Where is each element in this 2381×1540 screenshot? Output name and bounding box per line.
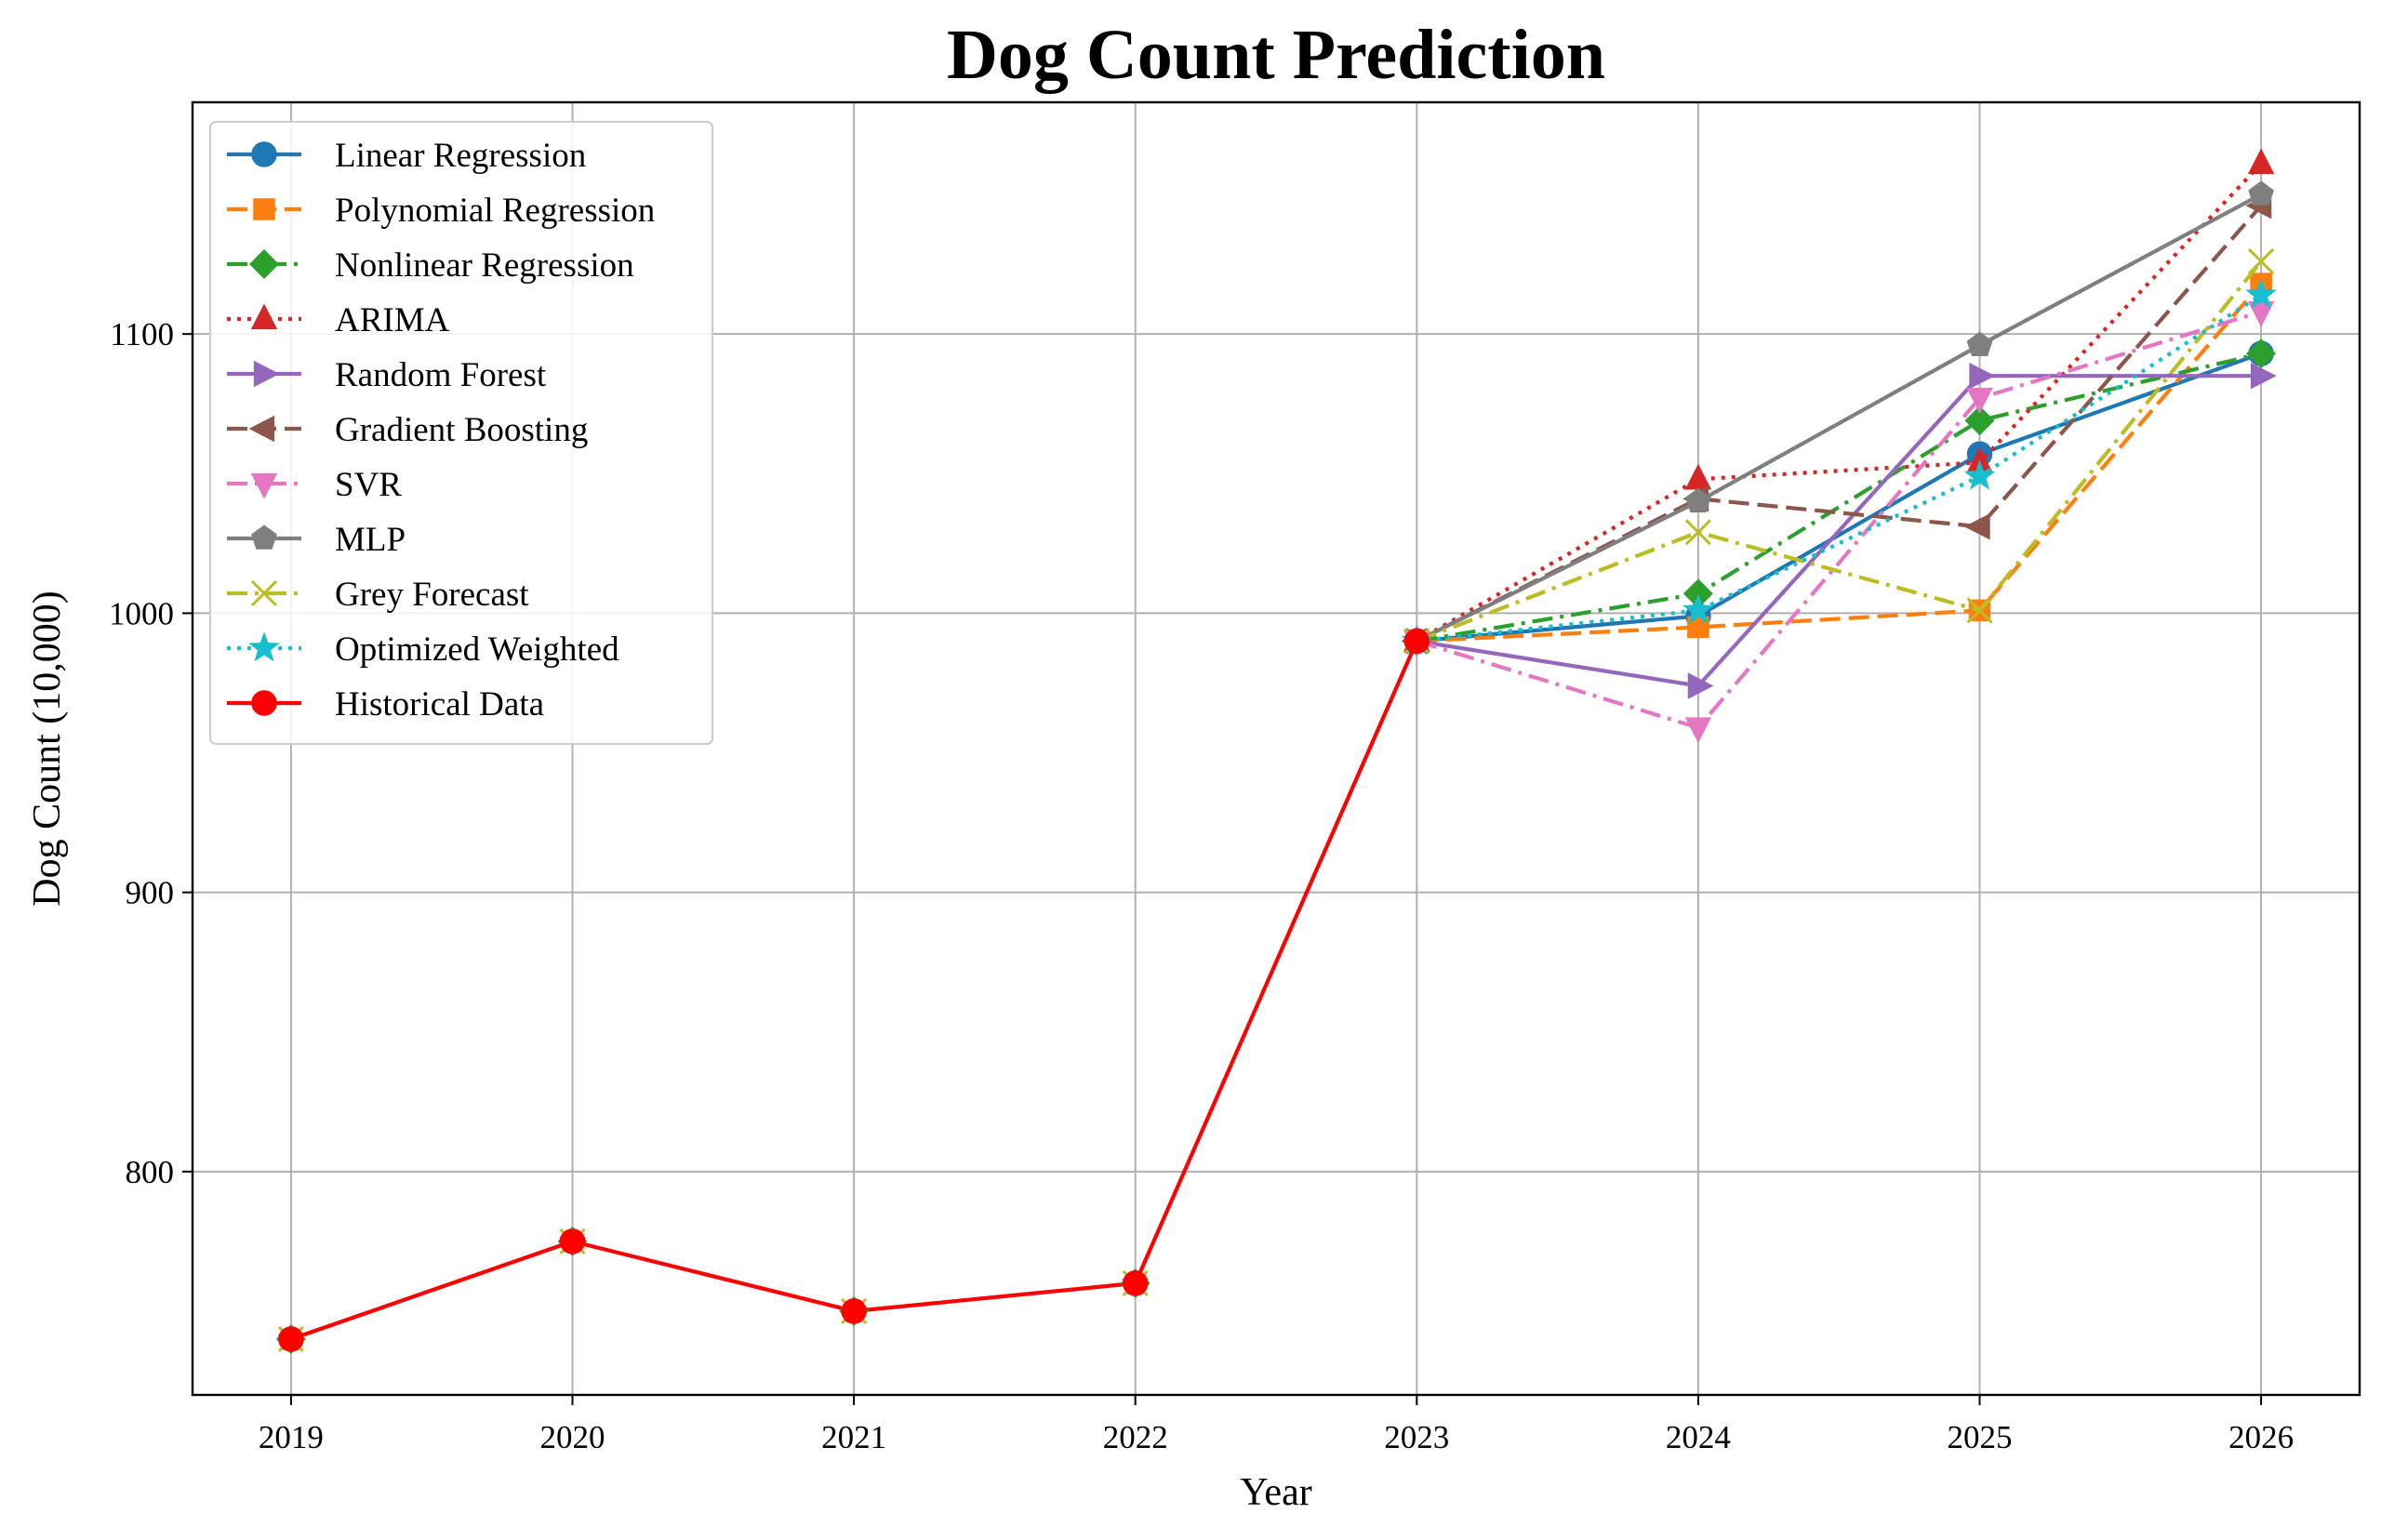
- series-line: [1417, 282, 2263, 644]
- legend-label: Historical Data: [335, 685, 544, 724]
- x-tick-label: 2026: [2228, 1419, 2294, 1455]
- series-line: [1416, 374, 2262, 688]
- legend-marker: [251, 690, 277, 716]
- data-point: [1966, 597, 1993, 624]
- x-tick-label: 2019: [259, 1419, 324, 1455]
- data-point: [1683, 593, 1714, 624]
- legend-item-nonlinear-regression: Nonlinear Regression: [227, 246, 634, 285]
- plot-area: [275, 148, 2277, 1354]
- y-tick-label: 800: [126, 1154, 175, 1190]
- data-point: [1684, 717, 1712, 744]
- legend-box: [209, 121, 713, 745]
- legend-item-linear-regression: Linear Regression: [227, 137, 586, 175]
- legend-marker: [250, 472, 278, 499]
- data-point: [1122, 1270, 1149, 1296]
- y-axis-label: Dog Count (10,000): [26, 591, 69, 907]
- legend-marker: [250, 579, 278, 607]
- data-point: [1684, 519, 1711, 546]
- legend-item-random-forest: Random Forest: [227, 356, 547, 394]
- legend-label: Nonlinear Regression: [335, 246, 634, 285]
- data-point: [2248, 248, 2275, 275]
- legend-label: ARIMA: [335, 301, 450, 339]
- data-point: [2245, 278, 2277, 309]
- legend-item-polynomial-regression: Polynomial Regression: [227, 192, 655, 230]
- legend-marker: [253, 360, 280, 388]
- y-tick-label: 1000: [109, 595, 174, 631]
- data-point: [2246, 339, 2277, 369]
- legend: Linear Regression Polynomial Regression No…: [209, 121, 713, 745]
- legend-marker: [248, 631, 280, 662]
- legend-item-mlp: MLP: [227, 521, 406, 559]
- series-line: [1416, 192, 2263, 644]
- data-point: [1966, 331, 1993, 356]
- data-point: [1964, 405, 1995, 436]
- data-point: [1963, 513, 1990, 540]
- y-tick-label: 900: [126, 875, 175, 911]
- legend-item-optimized-weighted: Optimized Weighted: [227, 631, 619, 669]
- data-point: [1969, 362, 1996, 390]
- legend-label: Optimized Weighted: [335, 631, 619, 669]
- legend-label: Polynomial Regression: [335, 192, 655, 230]
- legend-marker: [250, 303, 278, 330]
- legend-marker: [248, 415, 275, 443]
- data-point: [1685, 487, 1711, 513]
- x-marker-stroke: [2248, 248, 2275, 275]
- axes-frame: [191, 100, 2361, 1397]
- x-marker-stroke: [1684, 519, 1711, 546]
- ticks: 2019 2020 2021 2022 2023 2024 2025 2026 800 900 10…: [109, 316, 2294, 1455]
- data-point: [1687, 672, 1714, 699]
- data-point: [1966, 388, 1993, 414]
- legend-marker: [249, 249, 279, 279]
- data-point: [278, 1326, 304, 1352]
- x-tick-label: 2025: [1947, 1419, 2012, 1455]
- legend-item-historical-data: Historical Data: [227, 685, 544, 724]
- chart-title: Dog Count Prediction: [947, 16, 1605, 94]
- data-point: [559, 1228, 586, 1255]
- legend-label: MLP: [335, 521, 406, 559]
- series-line: [1416, 259, 2263, 644]
- legend-item-arima: ARIMA: [227, 301, 450, 339]
- data-point: [1963, 459, 1996, 490]
- x-tick-label: 2024: [1666, 1419, 1731, 1455]
- data-point: [841, 1298, 867, 1324]
- legend-label: Linear Regression: [335, 137, 586, 175]
- x-tick-label: 2021: [821, 1419, 886, 1455]
- data-point: [2247, 148, 2275, 175]
- data-point: [2250, 362, 2277, 390]
- data-point: [1403, 628, 1430, 655]
- legend-label: Random Forest: [335, 356, 547, 394]
- x-marker-stroke: [1966, 597, 1993, 624]
- legend-label: Grey Forecast: [335, 576, 529, 614]
- legend-label: Gradient Boosting: [335, 411, 588, 449]
- legend-item-grey-forecast: Grey Forecast: [227, 576, 529, 614]
- legend-item-gradient-boosting: Gradient Boosting: [227, 411, 588, 449]
- legend-marker: [253, 198, 275, 220]
- legend-marker: [251, 524, 277, 550]
- series-historical-data: [275, 628, 1430, 1354]
- legend-marker: [251, 141, 277, 167]
- series-line: [1416, 162, 2263, 644]
- x-tick-label: 2023: [1384, 1419, 1449, 1455]
- data-point: [2248, 180, 2274, 206]
- data-point: [2247, 301, 2275, 327]
- x-tick-label: 2020: [540, 1419, 605, 1455]
- series-line: [1417, 352, 2262, 644]
- series-line: [1416, 310, 2262, 730]
- x-tick-label: 2022: [1103, 1419, 1168, 1455]
- legend-label: SVR: [335, 466, 402, 504]
- x-marker-stroke: [250, 579, 278, 607]
- x-axis-label: Year: [1240, 1471, 1311, 1514]
- series-line: [1416, 352, 2262, 644]
- y-tick-label: 1100: [110, 316, 174, 352]
- legend-item-svr: SVR: [227, 466, 402, 504]
